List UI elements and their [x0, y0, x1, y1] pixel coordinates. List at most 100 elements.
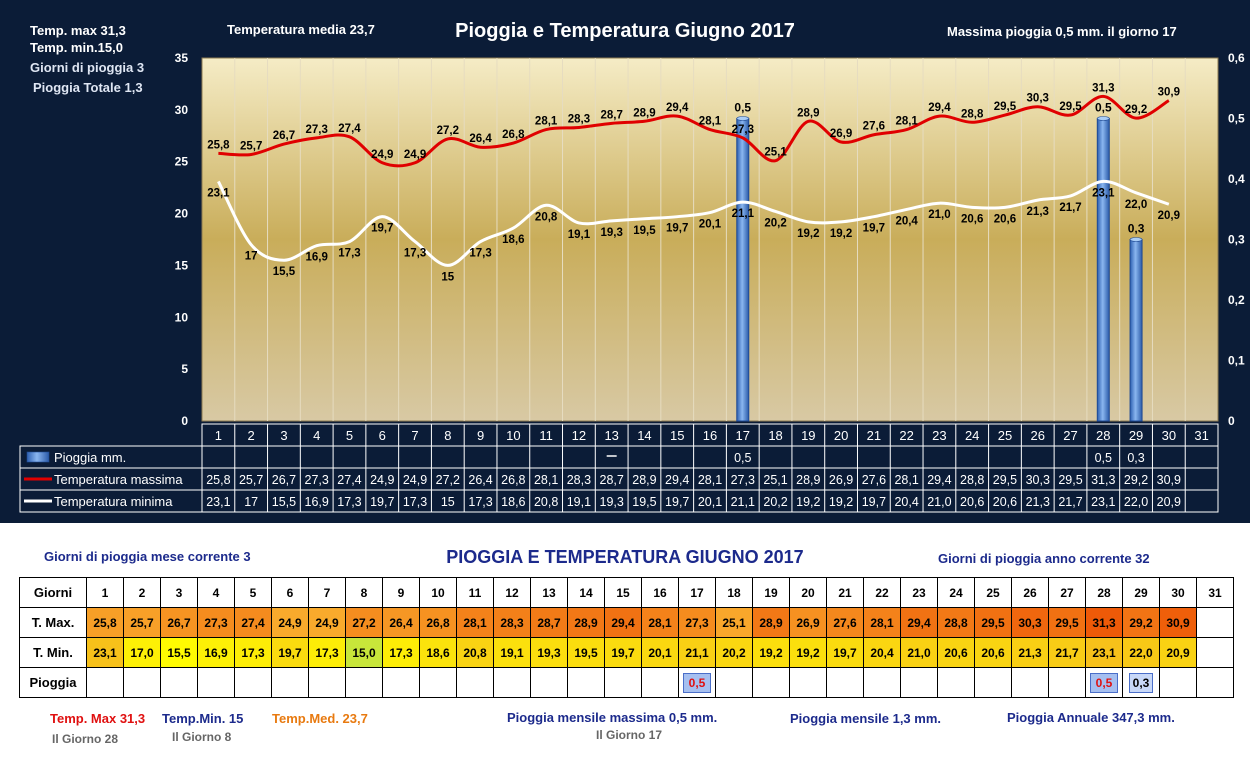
table-cell: 17,0: [123, 637, 161, 668]
y2-tick-label: 0: [1228, 414, 1235, 428]
table-cell: 27,6: [826, 607, 864, 638]
x-tick-label: 27: [1063, 428, 1077, 443]
x-tick-label: 15: [670, 428, 684, 443]
table-cell: 24: [937, 577, 975, 608]
rain-value: 0,3: [1128, 672, 1154, 693]
table-cell: 17: [678, 577, 716, 608]
table-cell: [160, 667, 198, 698]
tmax-data-label: 27,3: [306, 124, 328, 136]
table-value: 28,8: [960, 473, 984, 487]
table-cell: [456, 667, 494, 698]
table-cell: [641, 667, 679, 698]
table-row: T. Min. 23,1 17,0 15,5 16,9 17,3 19,7 17,3 15,0 1…: [19, 637, 1234, 668]
tmax-data-label: 26,8: [502, 129, 525, 141]
tmin-data-label: 20,4: [895, 215, 918, 227]
table-value: 25,7: [239, 473, 263, 487]
y2-tick-label: 0,3: [1228, 233, 1245, 247]
table-value: 28,1: [534, 473, 558, 487]
x-tick-label: 29: [1129, 428, 1143, 443]
table-row: Pioggia 0,5 0,5 0,3: [19, 667, 1234, 698]
table-cell: 13: [530, 577, 568, 608]
table-cell: 9: [382, 577, 420, 608]
tmax-data-label: 28,9: [797, 107, 819, 119]
tmax-data-label: 29,4: [928, 102, 951, 114]
table-cell: 28,9: [567, 607, 605, 638]
table-cell: [900, 667, 938, 698]
x-tick-label: 25: [998, 428, 1012, 443]
table-cell: 19,7: [826, 637, 864, 668]
rain-days-year: Giorni di pioggia anno corrente 32: [938, 551, 1150, 566]
table-cell: 19,2: [789, 637, 827, 668]
table-value: 21,7: [1058, 495, 1082, 509]
tmin-data-label: 20,1: [699, 219, 722, 231]
x-tick-label: 9: [477, 428, 484, 443]
tmin-data-label: 20,8: [535, 211, 558, 223]
table-cell: [1159, 667, 1197, 698]
tmax-data-label: 28,8: [961, 108, 984, 120]
x-tick-label: 28: [1096, 428, 1110, 443]
table-value: 27,2: [436, 473, 460, 487]
x-tick-label: 20: [834, 428, 848, 443]
table-cell: 17,3: [234, 637, 272, 668]
footer-temp-med: Temp.Med. 23,7: [272, 711, 368, 726]
table-value: 30,9: [1157, 473, 1181, 487]
table-cell: [382, 667, 420, 698]
tmin-data-label: 21,0: [928, 209, 950, 221]
table-cell: [863, 667, 901, 698]
x-tick-label: 14: [637, 428, 651, 443]
table-cell: 28,1: [863, 607, 901, 638]
table-title: PIOGGIA E TEMPERATURA GIUGNO 2017: [446, 547, 804, 567]
tmax-data-label: 31,3: [1092, 82, 1114, 94]
table-cell: [234, 667, 272, 698]
table-row: Giorni 1 2 3 4 5 6 7 8 9 10 11 12 13 14 15 16 17 18 19 20 21 2…: [19, 577, 1234, 608]
summary-section: Giorni di pioggia mese corrente 3 PIOGGI…: [0, 523, 1250, 765]
table-cell: 31: [1196, 577, 1234, 608]
tmin-data-label: 23,1: [1092, 187, 1115, 199]
table-cell: 6: [271, 577, 309, 608]
x-tick-label: 11: [539, 428, 553, 443]
table-cell: 31,3: [1085, 607, 1123, 638]
tmin-data-label: 19,7: [666, 223, 688, 235]
table-cell: 23,1: [1085, 637, 1123, 668]
rain-data-label: 0,5: [1095, 101, 1112, 115]
table-value: 28,1: [894, 473, 918, 487]
tmax-data-label: 28,1: [699, 116, 722, 128]
table-value: 20,6: [993, 495, 1017, 509]
table-value: 28,1: [698, 473, 722, 487]
table-value: 26,4: [468, 473, 492, 487]
tmin-data-label: 20,6: [994, 213, 1016, 225]
table-cell: 15,5: [160, 637, 198, 668]
table-value: 20,1: [698, 495, 722, 509]
tmin-data-label: 15: [441, 271, 454, 283]
table-cell: 20,9: [1159, 637, 1197, 668]
table-cell: 21,3: [1011, 637, 1049, 668]
y-tick-label: 0: [181, 414, 188, 428]
table-value: 19,1: [567, 495, 591, 509]
table-value: 29,2: [1124, 473, 1148, 487]
footer-rain-year: Pioggia Annuale 347,3 mm.: [1007, 710, 1175, 725]
x-tick-label: 5: [346, 428, 353, 443]
table-cell: 16,9: [197, 637, 235, 668]
table-cell: 21,7: [1048, 637, 1086, 668]
table-cell: 25,1: [715, 607, 753, 638]
table-value: 24,9: [403, 473, 427, 487]
header-max-rain: Massima pioggia 0,5 mm. il giorno 17: [947, 24, 1177, 39]
tmax-data-label: 27,3: [732, 124, 754, 136]
header-temp-media: Temperatura media 23,7: [227, 22, 375, 37]
table-cell: 8: [345, 577, 383, 608]
x-tick-label: 13: [604, 428, 618, 443]
table-cell: [789, 667, 827, 698]
x-tick-label: 23: [932, 428, 946, 443]
table-cell: [86, 667, 124, 698]
footer-rain-month-max-day: Il Giorno 17: [596, 728, 663, 742]
table-cell: 3: [160, 577, 198, 608]
rain-days-month: Giorni di pioggia mese corrente 3: [44, 549, 251, 564]
tmax-data-label: 29,2: [1125, 104, 1147, 116]
table-value: 19,7: [370, 495, 394, 509]
tmin-data-label: 21,7: [1059, 202, 1081, 214]
table-cell: 23,1: [86, 637, 124, 668]
tmin-data-label: 19,7: [371, 223, 393, 235]
table-cell: 18,6: [419, 637, 457, 668]
x-tick-label: 8: [444, 428, 451, 443]
y2-tick-label: 0,5: [1228, 112, 1245, 126]
